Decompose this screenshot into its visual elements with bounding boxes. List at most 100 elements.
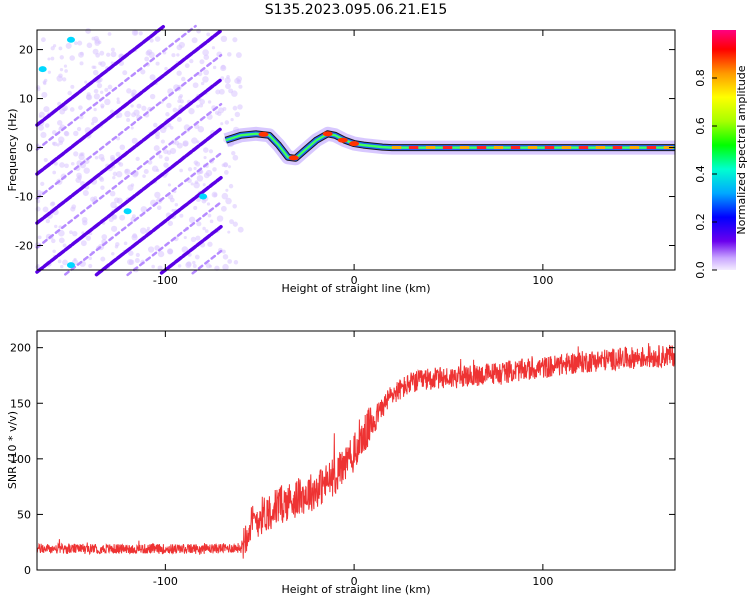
spectrum-point xyxy=(100,256,106,262)
spectrum-point xyxy=(100,185,105,190)
spectrum-point xyxy=(177,99,181,104)
y-tick-label: 50 xyxy=(17,508,31,521)
spectrum-point xyxy=(93,35,100,42)
spectrum-point xyxy=(104,98,111,106)
spectrum-point xyxy=(40,37,46,43)
spectrum-point xyxy=(153,145,160,152)
spectrum-point xyxy=(167,248,173,255)
spectrum-point xyxy=(52,249,56,254)
spectrum-point xyxy=(63,107,67,111)
spectrum-point xyxy=(227,230,231,234)
spectrum-point xyxy=(35,206,41,212)
spectrum-point xyxy=(202,183,206,187)
spectrum-point xyxy=(169,147,177,155)
spectrum-point xyxy=(203,69,210,76)
spectrum-point xyxy=(52,170,57,175)
spectrum-point xyxy=(212,167,217,172)
spectrum-point xyxy=(225,188,229,192)
spectrogram-alias-lines xyxy=(35,24,223,277)
spectrum-point xyxy=(176,116,182,123)
chart-title: S135.2023.095.06.21.E15 xyxy=(265,2,448,18)
spectrum-point xyxy=(193,181,200,189)
spectrum-point xyxy=(203,156,207,160)
spectrum-point xyxy=(224,77,231,84)
spectrum-point xyxy=(58,46,63,51)
alias-highlight xyxy=(38,66,47,73)
spectrum-point xyxy=(223,162,228,168)
spectrum-point xyxy=(110,47,115,52)
spectrum-point xyxy=(230,117,234,122)
spectrum-point xyxy=(88,256,92,261)
spectrum-point xyxy=(92,69,99,76)
spectrum-point xyxy=(179,94,183,98)
colorbar-tick-label: 0.6 xyxy=(694,117,707,135)
spectrum-point xyxy=(115,151,121,157)
spectrum-point xyxy=(91,36,96,41)
spectrum-point xyxy=(153,122,158,128)
alias-line xyxy=(126,200,223,277)
spectrum-point xyxy=(160,139,165,144)
colorbar-tick-label: 0.8 xyxy=(694,69,707,87)
spectrum-point xyxy=(79,61,84,66)
spectrum-point xyxy=(110,201,117,209)
spectrum-point xyxy=(51,130,57,135)
alias-line xyxy=(191,249,223,275)
spectrum-point xyxy=(224,120,230,125)
spectrum-point xyxy=(116,112,123,119)
spectrum-point xyxy=(41,91,48,98)
y-tick-label: 10 xyxy=(19,93,33,106)
spectrum-point xyxy=(136,103,142,109)
spectrum-point xyxy=(64,163,69,169)
spectrogram-frame xyxy=(36,29,676,271)
spectrum-point xyxy=(42,206,49,213)
spectrum-point xyxy=(216,215,224,222)
snr-y-ticks: 0 50 100 150 200 xyxy=(10,342,675,577)
spectrum-point xyxy=(193,205,198,210)
spectrum-point xyxy=(119,214,126,221)
spectrum-point xyxy=(188,216,196,224)
y-tick-label: 200 xyxy=(10,342,31,355)
spectrum-point xyxy=(222,263,229,271)
spectrum-point xyxy=(85,28,92,34)
spectrum-point xyxy=(56,143,60,147)
spectrum-point xyxy=(142,174,146,178)
spectrum-point xyxy=(80,240,87,247)
spectrum-point xyxy=(127,184,134,191)
spectrum-point xyxy=(130,126,134,130)
spectrum-point xyxy=(217,111,222,117)
spectrum-point xyxy=(192,264,197,268)
spectrum-point xyxy=(164,156,170,162)
snr-y-label: SNR (10 * v/v) xyxy=(6,411,19,489)
spectrum-point xyxy=(93,107,97,112)
spectrum-point xyxy=(202,76,209,83)
ridge-peak-blob xyxy=(322,131,333,137)
spectrum-point xyxy=(134,257,140,263)
spectrum-point xyxy=(235,52,242,59)
colorbar-label: Normalized spectral amplitude xyxy=(735,65,748,234)
spectrum-point xyxy=(77,175,82,180)
snr-series-line xyxy=(36,343,676,559)
spectrum-point xyxy=(109,190,116,197)
spectrum-point xyxy=(94,156,99,160)
spectrum-point xyxy=(155,168,160,173)
spectrum-point xyxy=(159,126,167,134)
spectrum-point xyxy=(99,61,106,67)
spectrum-point xyxy=(110,225,118,232)
spectrum-point xyxy=(86,94,93,101)
spectrum-point xyxy=(154,191,161,199)
spectrum-point xyxy=(199,59,205,65)
x-tick-label: 100 xyxy=(532,575,553,588)
spectrum-point xyxy=(172,107,178,113)
spectrum-point xyxy=(207,241,213,247)
spectrum-point xyxy=(231,90,238,97)
spectrum-point xyxy=(228,183,234,189)
spectrum-point xyxy=(149,93,156,100)
spectrum-point xyxy=(181,76,186,82)
spectrum-point xyxy=(58,237,65,244)
x-tick-label: -100 xyxy=(153,575,178,588)
spectrum-point xyxy=(69,107,75,112)
spectrum-point xyxy=(100,105,104,109)
spectrum-point xyxy=(135,156,140,162)
spectrum-point xyxy=(143,168,149,175)
spectrum-point xyxy=(126,88,132,94)
